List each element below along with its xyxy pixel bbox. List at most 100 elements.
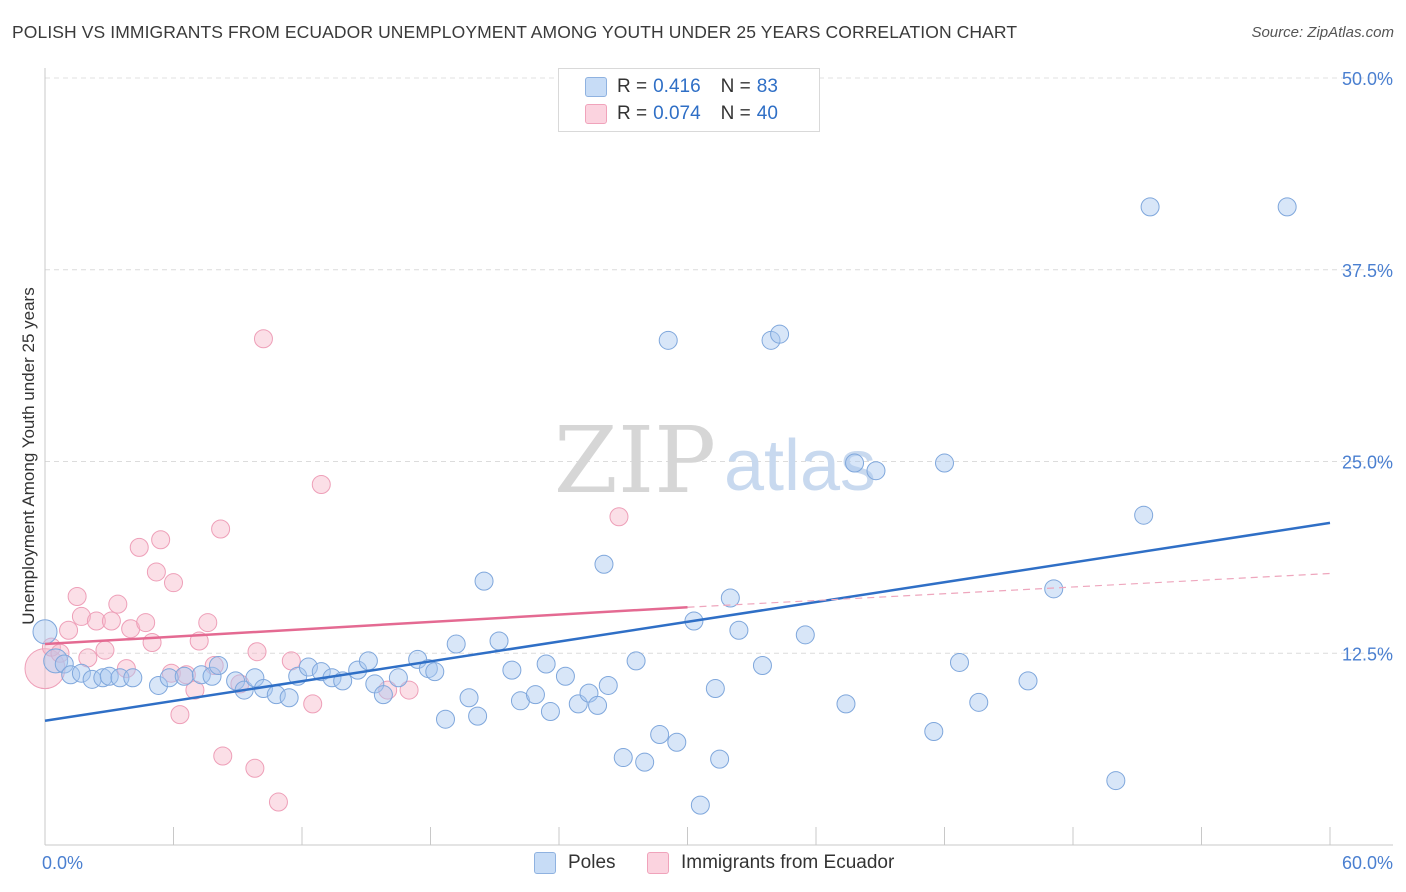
legend-n-label: N =	[720, 76, 751, 97]
poles-point	[279, 688, 299, 708]
poles-point	[208, 656, 228, 676]
poles-point	[795, 625, 815, 645]
ecuador-point	[151, 530, 171, 550]
poles-point	[446, 634, 466, 654]
ecuador-point	[399, 680, 419, 700]
poles-point	[770, 324, 790, 344]
ecuador-point	[253, 329, 273, 349]
poles-point	[752, 656, 772, 676]
poles-point	[613, 748, 633, 768]
poles-point	[1018, 671, 1038, 691]
poles-point	[729, 620, 749, 640]
legend-row-poles: R = 0.416 N = 83	[585, 75, 778, 99]
bottom-legend-ecuador: Immigrants from Ecuador	[647, 852, 894, 874]
ecuador-point	[268, 792, 288, 812]
ecuador-point	[213, 746, 233, 766]
legend-r-label: R =	[617, 76, 648, 97]
poles-point	[594, 554, 614, 574]
poles-point	[468, 706, 488, 726]
poles-point	[588, 695, 608, 715]
poles-point	[159, 668, 179, 688]
ecuador-point	[609, 507, 629, 527]
y-tick-label: 25.0%	[1342, 453, 1393, 473]
poles-point	[54, 654, 74, 674]
poles-point	[705, 679, 725, 699]
ecuador-point	[142, 633, 162, 653]
ecuador-point	[101, 611, 121, 631]
bottom-legend-poles: Poles	[534, 852, 616, 874]
poles-point	[969, 692, 989, 712]
poles-point	[435, 709, 455, 729]
poles-point	[358, 651, 378, 671]
poles-point	[626, 651, 646, 671]
ecuador-point	[116, 659, 136, 679]
poles-point	[373, 685, 393, 705]
poles-point	[540, 702, 560, 722]
poles-point	[459, 688, 479, 708]
poles-point	[836, 694, 856, 714]
poles-point	[1106, 771, 1126, 791]
poles-point	[1044, 579, 1064, 599]
poles-point	[425, 662, 445, 682]
poles-point	[202, 666, 222, 686]
legend-r-label: R =	[617, 103, 648, 124]
ecuador-point	[211, 519, 231, 539]
poles-point	[149, 675, 169, 695]
legend-r-value: 0.416	[653, 76, 701, 97]
y-tick-label: 50.0%	[1342, 69, 1393, 89]
poles-point	[845, 453, 865, 473]
tick-labels: 12.5% 25.0% 37.5% 50.0% 0.0% 60.0%	[42, 69, 1393, 873]
ecuador-trend-line	[44, 605, 688, 646]
ecuador-point	[59, 620, 79, 640]
ecuador-point	[247, 642, 267, 662]
poles-point	[635, 752, 655, 772]
ecuador-point	[198, 613, 218, 633]
poles-swatch	[585, 77, 607, 97]
ecuador-swatch	[585, 104, 607, 124]
poles-point	[123, 668, 143, 688]
ecuador-point	[311, 475, 331, 495]
chart-title: POLISH VS IMMIGRANTS FROM ECUADOR UNEMPL…	[12, 22, 1018, 42]
legend-n-value: 83	[756, 76, 778, 97]
poles-point	[298, 657, 318, 677]
watermark-zip: ZIP	[554, 407, 716, 514]
ecuador-points	[24, 329, 629, 812]
ecuador-point	[95, 640, 115, 660]
poles-point	[866, 461, 886, 481]
ecuador-point	[86, 611, 106, 631]
poles-point	[598, 675, 618, 695]
ecuador-point	[303, 694, 323, 714]
poles-point	[311, 662, 331, 682]
poles-point	[71, 663, 91, 683]
axes	[44, 68, 1393, 846]
poles-point	[935, 453, 954, 473]
poles-point	[667, 732, 687, 752]
ecuador-trend-extension	[687, 572, 1331, 608]
poles-point	[388, 668, 408, 688]
ecuador-point	[245, 758, 265, 778]
poles-point	[710, 749, 730, 769]
x-tick-label: 0.0%	[42, 853, 83, 873]
y-tick-label: 37.5%	[1342, 261, 1393, 281]
poles-point	[502, 660, 522, 680]
watermark-atlas: atlas	[724, 426, 876, 506]
poles-point	[525, 685, 545, 705]
ecuador-swatch	[647, 852, 669, 874]
poles-legend-label: Poles	[568, 852, 616, 873]
ecuador-point	[129, 537, 149, 557]
poles-point	[658, 330, 678, 350]
poles-point	[474, 571, 494, 591]
poles-point	[1134, 505, 1154, 525]
poles-swatch	[534, 852, 556, 874]
poles-trend-line	[44, 521, 1331, 722]
poles-point	[690, 795, 710, 815]
ecuador-point	[67, 586, 87, 606]
grid-lines	[45, 77, 1393, 654]
ecuador-legend-label: Immigrants from Ecuador	[681, 852, 895, 873]
legend-r-value: 0.074	[653, 103, 701, 124]
poles-point	[174, 666, 194, 686]
legend-n-value: 40	[756, 103, 778, 124]
poles-point	[536, 654, 556, 674]
poles-point	[949, 652, 969, 672]
poles-point	[1140, 197, 1160, 217]
